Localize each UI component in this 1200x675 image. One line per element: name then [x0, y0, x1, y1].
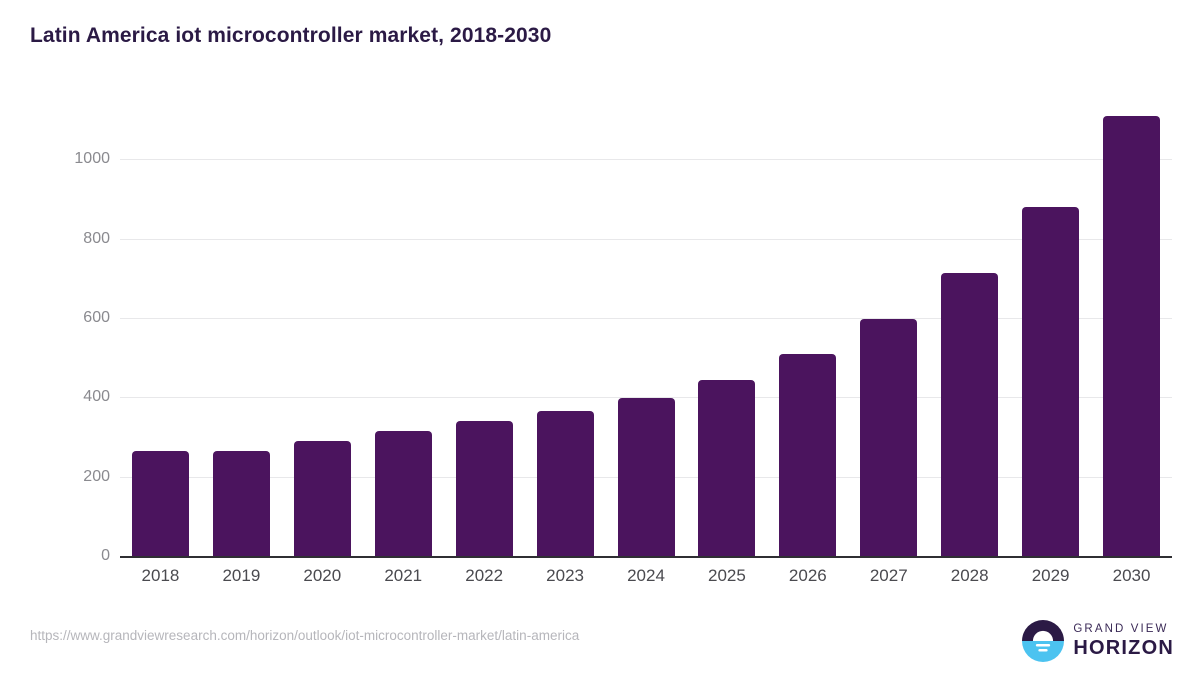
bar[interactable] [293, 441, 351, 556]
bar[interactable] [212, 450, 270, 556]
x-tick-label: 2023 [546, 566, 584, 585]
bar-group [1010, 96, 1091, 556]
y-axis-ticks: 0 200 400 600 800 1000 [32, 0, 152, 675]
bar-group [686, 96, 767, 556]
bar-group [120, 96, 201, 556]
y-tick-label: 1000 [74, 150, 110, 168]
logo-text-top: GRAND VIEW [1073, 622, 1169, 635]
horizon-sun-icon [1022, 620, 1065, 662]
bar-group [767, 96, 848, 556]
bar-group [929, 96, 1010, 556]
x-tick-label: 2030 [1112, 566, 1151, 585]
bar[interactable] [132, 450, 189, 556]
y-tick-label: 400 [83, 388, 110, 406]
gridline [120, 159, 1172, 161]
plot-area [120, 96, 1172, 556]
bar-group [848, 96, 929, 556]
bar-group [282, 96, 363, 556]
bar[interactable] [1022, 207, 1080, 556]
x-tick-label: 2028 [950, 566, 989, 585]
bar[interactable] [536, 410, 594, 556]
bar[interactable] [617, 398, 675, 556]
y-tick-label: 800 [83, 229, 110, 247]
y-tick-label: 200 [83, 467, 110, 485]
x-tick-label: 2021 [384, 566, 423, 585]
bar[interactable] [374, 430, 432, 556]
x-tick-label: 2025 [708, 566, 746, 585]
bar-group [606, 96, 687, 556]
gridline [120, 397, 1172, 399]
bar-group [444, 96, 525, 556]
page-title: Latin America iot microcontroller market… [30, 24, 552, 47]
bar[interactable] [455, 420, 513, 556]
x-tick-label: 2029 [1031, 566, 1070, 585]
bar-group [1091, 96, 1172, 556]
y-tick-label: 600 [83, 309, 110, 327]
x-tick-label: 2018 [141, 566, 180, 585]
y-tick-label: 0 [101, 547, 110, 564]
x-axis-line [120, 556, 1172, 558]
x-tick-label: 2022 [465, 566, 504, 585]
bar[interactable] [698, 379, 756, 556]
logo-text-bottom: HORIZON [1073, 637, 1174, 660]
gridline [120, 318, 1172, 320]
x-tick-label: 2027 [869, 566, 908, 585]
logo-text: GRAND VIEW HORIZON [1073, 622, 1174, 660]
x-tick-label: 2019 [222, 566, 261, 585]
gridline [120, 238, 1172, 240]
bar-group [525, 96, 606, 556]
brand-logo[interactable]: GRAND VIEW HORIZON [1022, 620, 1174, 662]
x-tick-label: 2024 [627, 566, 665, 585]
bar[interactable] [1103, 115, 1161, 556]
x-tick-label: 2020 [303, 566, 342, 585]
source-url[interactable]: https://www.grandviewresearch.com/horizo… [30, 628, 580, 643]
bar-group [201, 96, 282, 556]
bar[interactable] [941, 272, 999, 556]
x-tick-label: 2026 [788, 566, 827, 585]
bar[interactable] [779, 354, 837, 556]
bar[interactable] [860, 319, 918, 556]
bar-group [363, 96, 444, 556]
